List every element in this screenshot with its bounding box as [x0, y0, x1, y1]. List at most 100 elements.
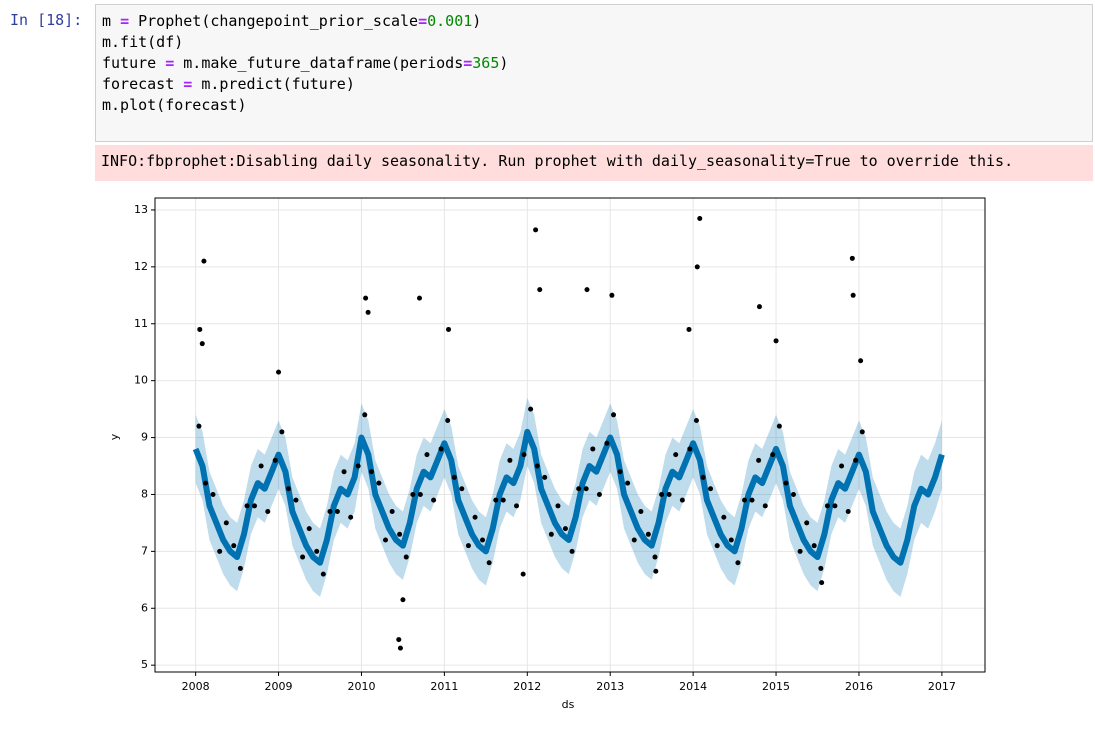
observation-point	[465, 543, 471, 549]
observation-point	[203, 480, 209, 486]
observation-point	[533, 227, 539, 233]
y-tick-label: 6	[141, 601, 148, 614]
observation-point	[472, 514, 478, 520]
observation-point	[397, 531, 403, 537]
observation-point	[749, 497, 755, 503]
observation-point	[694, 264, 700, 270]
observation-point	[604, 440, 610, 446]
observation-point	[804, 520, 810, 526]
observation-point	[569, 548, 575, 554]
observation-point	[417, 295, 423, 301]
observation-point	[199, 341, 205, 347]
x-tick-label: 2009	[265, 680, 293, 693]
observation-point	[252, 503, 258, 509]
observation-point	[858, 358, 864, 364]
observation-point	[819, 580, 825, 586]
observation-point	[839, 463, 845, 469]
observation-point	[776, 423, 782, 429]
observation-point	[334, 509, 340, 515]
x-tick-label: 2010	[347, 680, 375, 693]
observation-point	[693, 417, 699, 423]
observation-point	[507, 457, 513, 463]
chart: ds y 5 6 7 8 9 10 11 12 13 2008 2009 2010 2011 2012 20…	[108, 197, 986, 711]
observation-point	[537, 287, 543, 293]
observation-point	[617, 469, 623, 475]
cell-prompt: In [18]:	[10, 11, 83, 29]
observation-point	[276, 369, 282, 375]
observation-point	[590, 446, 596, 452]
code-line: m.fit(df)	[102, 33, 184, 51]
observation-point	[542, 474, 548, 480]
observation-point	[327, 509, 333, 515]
observation-point	[197, 326, 203, 332]
observation-point	[548, 531, 554, 537]
x-tick-label: 2012	[513, 680, 541, 693]
observation-point	[314, 548, 320, 554]
observation-point	[611, 412, 617, 418]
observation-point	[528, 406, 534, 412]
x-tick-label: 2011	[430, 680, 458, 693]
x-axis-label: ds	[562, 698, 575, 711]
y-tick-label: 12	[134, 260, 148, 273]
observation-point	[687, 446, 693, 452]
code-cell[interactable]: m = Prophet(changepoint_prior_scale=0.00…	[95, 4, 1093, 142]
observation-point	[210, 491, 216, 497]
code-line: m = Prophet(changepoint_prior_scale=0.00…	[102, 12, 482, 30]
observation-point	[368, 469, 374, 475]
observation-point	[849, 255, 855, 261]
observation-point	[237, 565, 243, 571]
observation-point	[244, 503, 250, 509]
observation-point	[818, 565, 824, 571]
observation-point	[714, 543, 720, 549]
observation-point	[480, 537, 486, 543]
observation-point	[770, 452, 776, 458]
observation-point	[279, 429, 285, 435]
observation-point	[285, 486, 291, 492]
observation-point	[631, 537, 637, 543]
observation-point	[686, 326, 692, 332]
observation-point	[708, 486, 714, 492]
observation-point	[790, 491, 796, 497]
observation-point	[721, 514, 727, 520]
observation-point	[363, 295, 369, 301]
observation-point	[300, 554, 306, 560]
observation-point	[679, 497, 685, 503]
observation-point	[445, 417, 451, 423]
observation-point	[845, 509, 851, 515]
observation-point	[376, 480, 382, 486]
observation-point	[383, 537, 389, 543]
observation-point	[659, 491, 665, 497]
observation-point	[396, 637, 402, 643]
observation-point	[638, 509, 644, 515]
observation-point	[424, 452, 430, 458]
observation-point	[403, 554, 409, 560]
observation-point	[265, 509, 271, 515]
observation-point	[500, 497, 506, 503]
observation-point	[609, 292, 615, 298]
observation-point	[293, 497, 299, 503]
x-tick-label: 2017	[928, 680, 956, 693]
x-tick-label: 2014	[679, 680, 707, 693]
observation-point	[562, 526, 568, 532]
observation-point	[576, 486, 582, 492]
observation-point	[625, 480, 631, 486]
x-tick-label: 2013	[596, 680, 624, 693]
observation-point	[201, 258, 207, 264]
observation-point	[514, 503, 520, 509]
observation-point	[583, 486, 589, 492]
observation-point	[584, 287, 590, 293]
uncertainty-band	[195, 397, 942, 597]
observation-point	[697, 215, 703, 221]
observation-point	[417, 491, 423, 497]
observation-point	[196, 423, 202, 429]
observation-point	[258, 463, 264, 469]
observation-point	[783, 480, 789, 486]
observation-point	[231, 543, 237, 549]
observation-point	[832, 503, 838, 509]
observation-point	[365, 309, 371, 315]
observation-point	[534, 463, 540, 469]
observation-point	[272, 457, 278, 463]
observation-point	[762, 503, 768, 509]
observation-point	[389, 509, 395, 515]
observation-point	[306, 526, 312, 532]
